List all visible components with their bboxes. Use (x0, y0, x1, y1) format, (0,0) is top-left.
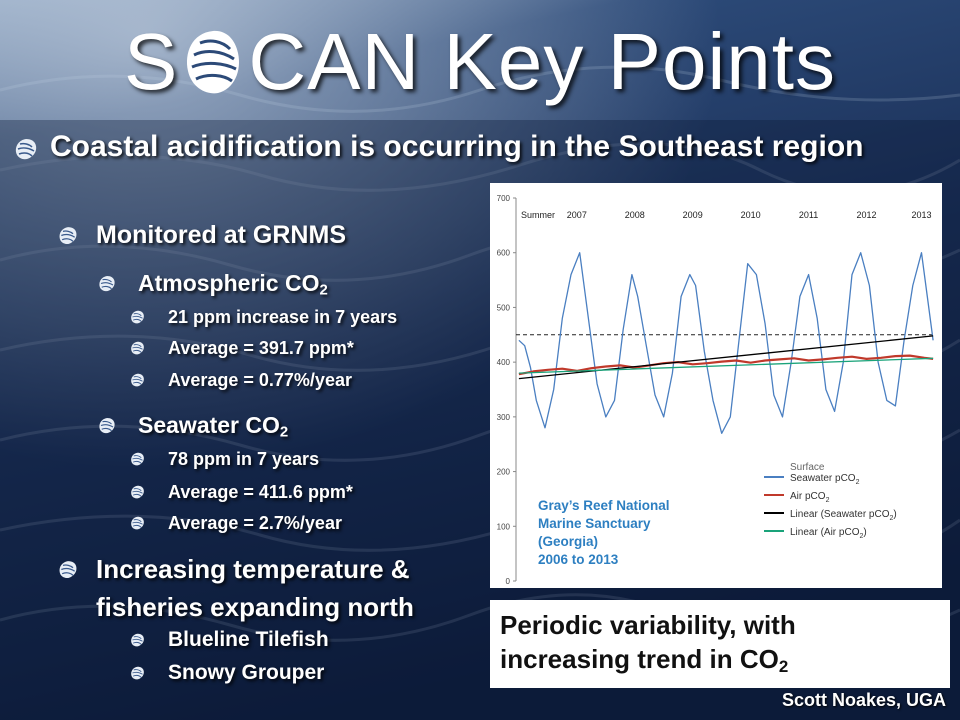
bullet-seawater: Seawater CO2 (98, 410, 288, 440)
fish-item: Blueline Tilefish (130, 627, 329, 653)
bullet-main-text: Coastal acidification is occurring in th… (50, 130, 864, 163)
chart-annotation-line: (Georgia) (538, 534, 598, 549)
y-tick-label: 0 (506, 577, 511, 586)
shell-bullet-icon (131, 485, 144, 499)
chart-annotation-line: Marine Sanctuary (538, 516, 651, 531)
legend-label: Seawater pCO2 (790, 473, 860, 486)
y-tick-label: 700 (497, 194, 511, 203)
monitored-text: Monitored at GRNMS (96, 221, 346, 249)
series-line-trend-seawater (518, 335, 934, 380)
shell-bullet-icon (131, 373, 144, 387)
shell-bullet-icon (131, 341, 144, 355)
y-tick-label: 500 (497, 303, 511, 312)
x-season-label: 2007 (567, 210, 587, 220)
caption-line2: increasing trend in CO2 (500, 642, 940, 676)
y-tick-label: 600 (497, 249, 511, 258)
caption-sub: 2 (778, 657, 789, 677)
bullet-monitored: Monitored at GRNMS (58, 218, 346, 252)
shell-bullet-icon (131, 666, 144, 680)
chart-annotation-line: 2006 to 2013 (538, 552, 619, 567)
sea-point: 78 ppm in 7 years (130, 447, 319, 471)
shell-bullet-icon (59, 561, 77, 579)
legend-label: Air pCO2 (790, 491, 830, 504)
atmospheric-sub: 2 (319, 281, 328, 299)
atmos-point: 21 ppm increase in 7 years (130, 305, 397, 329)
atmos-point: Average = 0.77%/year (130, 368, 352, 392)
sea-point-text: Average = 2.7%/year (168, 513, 342, 533)
fish-item-text: Snowy Grouper (168, 661, 325, 684)
shell-bullet-icon (131, 633, 144, 647)
y-tick-label: 300 (497, 413, 511, 422)
caption-line2-text: increasing trend in CO (500, 644, 779, 674)
bullet-atmospheric: Atmospheric CO2 (98, 268, 328, 298)
seawater-label: Seawater CO (138, 412, 280, 438)
chart-caption: Periodic variability, with increasing tr… (490, 600, 950, 688)
chart-annotation-line: Gray’s Reef National (538, 498, 670, 513)
atmos-point: Average = 391.7 ppm* (130, 336, 354, 360)
legend-label: Linear (Air pCO2) (790, 527, 867, 540)
sea-point-text: Average = 411.6 ppm* (168, 482, 353, 502)
title-prefix: S (124, 17, 179, 106)
oyster-shell-logo-icon (187, 30, 240, 94)
chart-panel: 0 100 200 300 400 500 600 700 Summer 2007 2008 2009… (490, 183, 942, 588)
shell-bullet-icon (59, 227, 77, 245)
sea-point: Average = 411.6 ppm* (130, 480, 353, 504)
fisheries-line1: Increasing temperature & (96, 554, 410, 584)
seawater-sub: 2 (279, 423, 289, 441)
fisheries-line2: fisheries expanding north (96, 592, 414, 622)
shell-bullet-icon (15, 139, 37, 160)
y-tick-label: 200 (497, 468, 511, 477)
shell-bullet-icon (131, 452, 144, 466)
bullet-main: Coastal acidification is occurring in th… (14, 128, 944, 166)
x-season-label: 2011 (799, 210, 818, 220)
legend-title: Surface (790, 462, 825, 473)
atmospheric-text: Atmospheric CO2 (138, 268, 328, 298)
x-season-label: 2012 (856, 210, 876, 220)
x-season-label: Summer (521, 210, 555, 220)
shell-bullet-icon (131, 516, 144, 530)
author-credit: Scott Noakes, UGA (781, 690, 946, 710)
series-line-seawater (518, 252, 934, 434)
caption-line1: Periodic variability, with (500, 610, 796, 640)
fish-item-text: Blueline Tilefish (168, 628, 329, 651)
series-line-trend-air (518, 357, 934, 374)
x-season-label: 2009 (683, 210, 703, 220)
x-season-label: 2008 (625, 210, 645, 220)
title-suffix: CAN Key Points (248, 17, 836, 106)
atmos-point-text: Average = 391.7 ppm* (168, 338, 354, 358)
atmos-point-text: Average = 0.77%/year (168, 370, 352, 390)
atmos-point-text: 21 ppm increase in 7 years (168, 307, 398, 327)
bullet-fisheries: Increasing temperature & fisheries expan… (58, 552, 414, 624)
legend-label: Linear (Seawater pCO2) (790, 509, 897, 522)
pco2-chart: 0 100 200 300 400 500 600 700 Summer 2007 2008 2009… (497, 194, 936, 586)
y-tick-label: 100 (497, 522, 511, 531)
seawater-text: Seawater CO2 (138, 410, 288, 440)
shell-bullet-icon (99, 418, 115, 434)
y-tick-label: 400 (497, 358, 511, 367)
sea-point: Average = 2.7%/year (130, 511, 342, 535)
fish-item: Snowy Grouper (130, 660, 324, 686)
atmospheric-label: Atmospheric CO (138, 270, 320, 296)
x-season-label: 2010 (741, 210, 761, 220)
slide-title: S CAN Key Points (0, 12, 960, 112)
sea-point-text: 78 ppm in 7 years (168, 449, 320, 469)
series-line-air (518, 354, 934, 376)
x-season-label: 2013 (912, 210, 932, 220)
shell-bullet-icon (131, 310, 144, 324)
shell-bullet-icon (99, 276, 115, 292)
